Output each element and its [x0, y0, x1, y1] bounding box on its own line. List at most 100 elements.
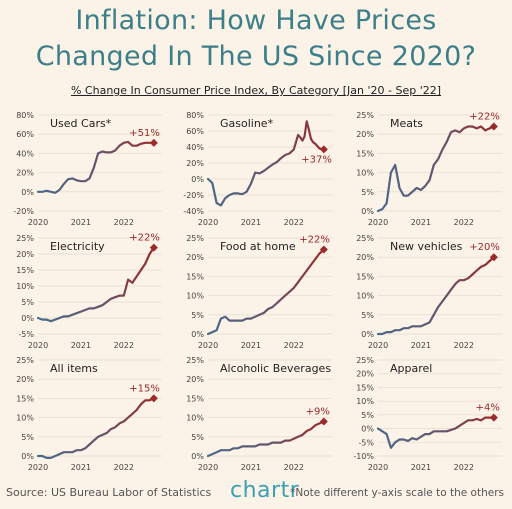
y-tick-label: 10% [186, 414, 204, 423]
panel-title: Alcoholic Beverages [220, 362, 331, 375]
x-tick-label: 2020 [198, 218, 218, 227]
y-tick-label: 0% [361, 207, 374, 216]
x-tick-label: 2020 [198, 341, 218, 350]
page-title-line1: Inflation: How Have Prices [75, 5, 437, 36]
y-tick-label: 25% [356, 111, 374, 120]
y-tick-label: 0% [361, 425, 374, 434]
x-tick-label: 2020 [368, 463, 388, 472]
y-tick-label: 10% [16, 282, 34, 291]
y-tick-label: 5% [361, 188, 374, 197]
panel-title: Food at home [220, 240, 296, 253]
series-line [36, 246, 155, 323]
panel-alcoholic-beverages: 0% 5% 10% 15% 20% 25% 2020 2021 2022 Alcoholic Be… [186, 356, 332, 472]
series-line [36, 397, 155, 459]
y-tick-label: 20% [356, 370, 374, 379]
y-tick-label: 0% [191, 175, 204, 184]
end-point-marker [149, 394, 158, 403]
source-note: Source: US Bureau Labor of Statistics [6, 486, 212, 499]
brand-logo: chartr [230, 478, 300, 503]
x-tick-label: 2022 [284, 341, 304, 350]
end-point-marker [319, 417, 328, 426]
end-value-label: +37% [301, 154, 332, 165]
y-tick-label: 15% [186, 394, 204, 403]
panel-used-cars: -20% 0% 20% 40% 60% 80% 2020 2021 2022 Used Cars*… [13, 111, 162, 227]
series-line [206, 120, 325, 207]
panel-title: Meats [390, 117, 423, 130]
end-value-label: +51% [129, 128, 160, 139]
page-title-line2: Changed In The US Since 2020? [35, 41, 477, 72]
end-value-label: +4% [476, 403, 500, 414]
end-point-marker [489, 253, 498, 262]
y-tick-label: 15% [186, 272, 204, 281]
y-tick-label: 60% [186, 127, 204, 136]
series-line [376, 416, 495, 449]
end-point-marker [489, 122, 498, 131]
x-tick-label: 2020 [368, 341, 388, 350]
y-tick-label: 15% [356, 149, 374, 158]
end-point-marker [319, 245, 328, 254]
y-tick-label: -40% [183, 207, 204, 216]
y-tick-label: -5% [358, 438, 374, 447]
panel-food-at-home: 0% 5% 10% 15% 20% 25% 2020 2021 2022 Food at home… [186, 234, 332, 350]
series-line [36, 140, 155, 194]
end-value-label: +15% [129, 383, 160, 394]
y-tick-label: 15% [356, 272, 374, 281]
x-tick-label: 2021 [411, 463, 431, 472]
panel-apparel: -10% -5% 0% 5% 10% 15% 20% 25% 2020 2021 2022 Appar… [353, 356, 502, 472]
y-tick-label: 20% [16, 250, 34, 259]
x-tick-label: 2021 [411, 218, 431, 227]
x-tick-label: 2022 [284, 463, 304, 472]
y-tick-label: 15% [356, 383, 374, 392]
y-tick-label: 25% [16, 356, 34, 365]
y-tick-label: -5% [18, 330, 34, 339]
x-tick-label: 2020 [368, 218, 388, 227]
end-value-label: +20% [469, 242, 500, 253]
y-tick-label: -20% [13, 207, 34, 216]
y-tick-label: 10% [16, 414, 34, 423]
y-tick-label: 20% [16, 169, 34, 178]
y-tick-label: 0% [191, 330, 204, 339]
end-point-marker [489, 413, 498, 422]
end-point-marker [319, 145, 328, 154]
panel-title: Used Cars* [50, 117, 112, 130]
y-tick-label: 20% [186, 159, 204, 168]
end-point-marker [149, 243, 158, 252]
y-tick-label: 25% [16, 234, 34, 243]
end-point-marker [149, 138, 158, 147]
y-tick-label: 20% [186, 253, 204, 262]
y-tick-label: 15% [16, 266, 34, 275]
y-tick-label: 0% [21, 188, 34, 197]
y-tick-label: 0% [191, 452, 204, 461]
x-tick-label: 2020 [198, 463, 218, 472]
series-line [206, 420, 325, 458]
y-tick-label: 40% [186, 143, 204, 152]
y-tick-label: 20% [356, 253, 374, 262]
x-tick-label: 2022 [454, 218, 474, 227]
y-tick-label: 10% [356, 397, 374, 406]
x-tick-label: 2021 [411, 341, 431, 350]
y-tick-label: 5% [361, 311, 374, 320]
x-tick-label: 2021 [71, 463, 91, 472]
panel-title: New vehicles [390, 240, 463, 253]
panel-meats: 0% 5% 10% 15% 20% 25% 2020 2021 2022 Meats +22% [356, 111, 502, 227]
y-tick-label: 5% [21, 433, 34, 442]
panel-electricity: -5% 0% 5% 10% 15% 20% 25% 2020 2021 2022 Electrici… [16, 233, 162, 350]
y-tick-label: 5% [21, 298, 34, 307]
x-tick-label: 2021 [71, 341, 91, 350]
series-line [376, 125, 495, 213]
x-tick-label: 2022 [114, 341, 134, 350]
y-tick-label: 15% [16, 394, 34, 403]
y-tick-label: 80% [186, 111, 204, 120]
x-tick-label: 2021 [241, 463, 261, 472]
x-tick-label: 2022 [284, 218, 304, 227]
y-tick-label: 5% [191, 311, 204, 320]
panel-gasoline: -40% -20% 0% 20% 40% 60% 80% 2020 2021 2022 Gasoli… [183, 111, 332, 227]
y-tick-label: -20% [183, 191, 204, 200]
y-tick-label: 10% [186, 292, 204, 301]
chart-subtitle: % Change In Consumer Price Index, By Cat… [70, 84, 442, 97]
y-tick-label: 80% [16, 111, 34, 120]
panel-title: Apparel [390, 362, 432, 375]
axis-scale-note: *Note different y-axis scale to the othe… [290, 487, 504, 499]
x-tick-label: 2022 [114, 463, 134, 472]
panel-new-vehicles: 0% 5% 10% 15% 20% 25% 2020 2021 2022 New vehicles… [356, 234, 502, 350]
